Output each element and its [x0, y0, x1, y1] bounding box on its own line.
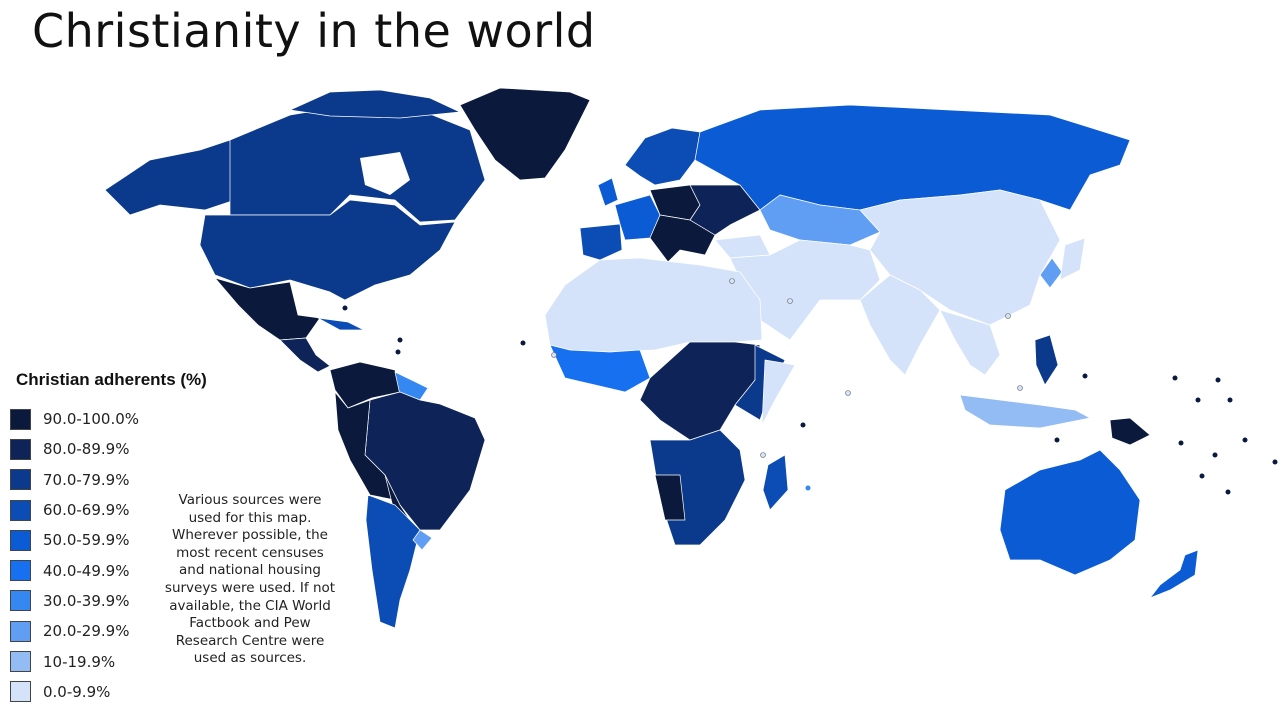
- legend-label: 70.0-79.9%: [43, 470, 130, 489]
- source-note-line: Research Centre were: [175, 632, 325, 649]
- region-papua-new-guinea: [1109, 417, 1151, 446]
- legend-label: 60.0-69.9%: [43, 501, 130, 520]
- source-note-line: most recent censuses: [176, 544, 324, 561]
- region-uk-ireland: [597, 177, 619, 207]
- region-cuba: [317, 317, 365, 331]
- legend-item: 40.0-49.9%: [10, 555, 207, 585]
- legend-label: 90.0-100.0%: [43, 410, 140, 429]
- region-greenland: [459, 87, 591, 181]
- legend-swatch: [10, 620, 31, 642]
- legend-swatch: [10, 438, 31, 460]
- island-markers: [342, 278, 1278, 495]
- region-southeast-asia: [939, 309, 1001, 376]
- legend-swatch: [10, 408, 31, 430]
- legend-swatch: [10, 499, 31, 521]
- legend-label: 50.0-59.9%: [43, 531, 130, 550]
- region-central-africa: [639, 341, 761, 441]
- legend-swatch: [10, 681, 31, 703]
- region-central-america: [279, 337, 331, 373]
- region-indonesia: [959, 394, 1091, 429]
- region-madagascar: [762, 454, 789, 511]
- legend-item: 70.0-79.9%: [10, 465, 207, 495]
- region-canada-islands: [289, 89, 461, 119]
- legend-label: 0.0-9.9%: [43, 682, 111, 701]
- region-turkey: [714, 234, 771, 259]
- region-india: [859, 274, 941, 376]
- legend-swatch: [10, 590, 31, 612]
- source-note-line: used for this map.: [188, 509, 312, 526]
- legend-item: 0.0-9.9%: [10, 677, 207, 707]
- legend-swatch: [10, 529, 31, 551]
- legend-label: 10-19.9%: [43, 652, 116, 671]
- region-australia: [999, 449, 1141, 576]
- region-scandinavia: [624, 127, 701, 186]
- region-japan: [1059, 237, 1086, 281]
- region-mexico: [214, 277, 321, 341]
- source-note-line: and national housing: [179, 562, 321, 579]
- legend-item: 90.0-100.0%: [10, 404, 207, 434]
- legend: Christian adherents (%) 90.0-100.0% 80.0…: [10, 370, 207, 707]
- legend-item: 60.0-69.9%: [10, 495, 207, 525]
- region-hudson-bay: [360, 152, 410, 195]
- source-note-line: used as sources.: [193, 650, 307, 667]
- region-argentina-chile: [365, 494, 421, 629]
- source-note-line: Various sources were: [178, 492, 322, 508]
- map-title: Christianity in the world: [32, 4, 596, 58]
- source-note-line: Wherever possible, the: [172, 527, 328, 544]
- region-china-mongolia: [859, 189, 1061, 326]
- region-iberia: [579, 223, 623, 261]
- legend-item: 50.0-59.9%: [10, 525, 207, 555]
- legend-label: 40.0-49.9%: [43, 561, 130, 580]
- region-alaska: [104, 139, 236, 216]
- legend-title: Christian adherents (%): [16, 370, 207, 389]
- legend-item: 20.0-29.9%: [10, 616, 207, 646]
- legend-item: 10-19.9%: [10, 646, 207, 676]
- region-somalia: [761, 359, 796, 426]
- region-new-zealand: [1149, 549, 1199, 599]
- source-note-line: surveys were used. If not: [164, 579, 336, 596]
- region-west-africa: [549, 344, 651, 393]
- legend-swatch: [10, 560, 31, 582]
- region-italy-balkans: [649, 214, 716, 263]
- legend-swatch: [10, 651, 31, 673]
- region-namibia: [654, 474, 686, 521]
- source-note: Various sources were used for this map. …: [160, 492, 340, 668]
- legend-label: 30.0-39.9%: [43, 591, 130, 610]
- source-note-line: available, the CIA World: [169, 597, 331, 614]
- region-russia: [694, 104, 1131, 211]
- source-note-line: Factbook and Pew: [189, 615, 311, 632]
- region-north-africa: [544, 257, 763, 353]
- legend-item: 80.0-89.9%: [10, 434, 207, 464]
- legend-item: 30.0-39.9%: [10, 586, 207, 616]
- region-usa: [199, 199, 456, 301]
- legend-label: 80.0-89.9%: [43, 440, 130, 459]
- region-uruguay: [412, 529, 433, 551]
- region-philippines: [1034, 334, 1059, 386]
- region-colombia-venezuela: [329, 361, 401, 409]
- legend-swatch: [10, 469, 31, 491]
- legend-label: 20.0-29.9%: [43, 622, 130, 641]
